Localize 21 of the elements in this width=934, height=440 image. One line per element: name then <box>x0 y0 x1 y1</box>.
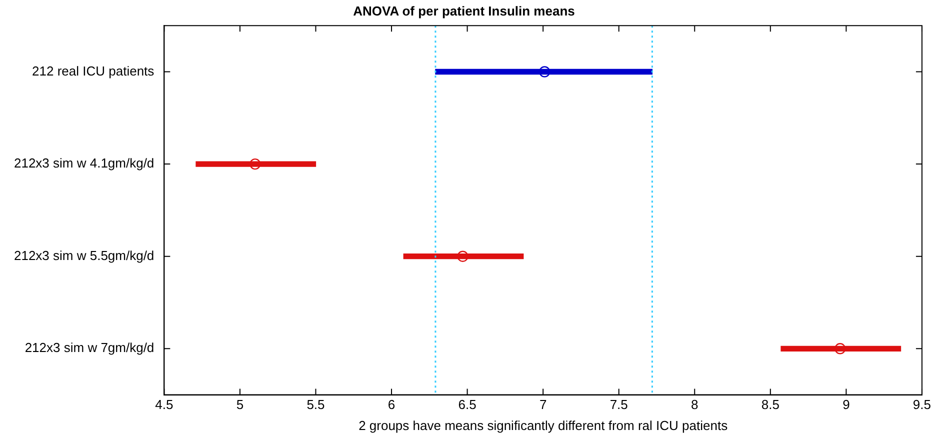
x-tick-label: 6 <box>388 397 396 412</box>
x-tick-label: 5.5 <box>306 397 325 412</box>
bar <box>435 68 653 75</box>
y-tick-label: 212x3 sim w 5.5gm/kg/d <box>14 248 154 263</box>
x-axis-title: 2 groups have means significantly different from ral ICU patients <box>358 418 728 433</box>
y-tick-label: 212 real ICU patients <box>32 63 155 78</box>
x-tick-label: 7 <box>539 397 547 412</box>
x-tick-label: 8.5 <box>761 397 780 412</box>
x-tick-label: 5 <box>236 397 244 412</box>
bar <box>780 346 902 352</box>
bar <box>196 161 316 167</box>
chart-title: ANOVA of per patient Insulin means <box>353 3 575 18</box>
y-tick-label: 212x3 sim w 4.1gm/kg/d <box>14 156 154 171</box>
bar <box>403 254 524 260</box>
y-tick-label: 212x3 sim w 7gm/kg/d <box>24 340 154 356</box>
x-tick-label: 9 <box>842 397 850 412</box>
x-tick-label: 8 <box>691 397 698 412</box>
x-tick-label: 4.5 <box>155 397 174 412</box>
x-tick-label: 7.5 <box>610 397 628 412</box>
x-tick-label: 6.5 <box>458 397 476 412</box>
x-tick-label: 9.5 <box>912 397 932 412</box>
